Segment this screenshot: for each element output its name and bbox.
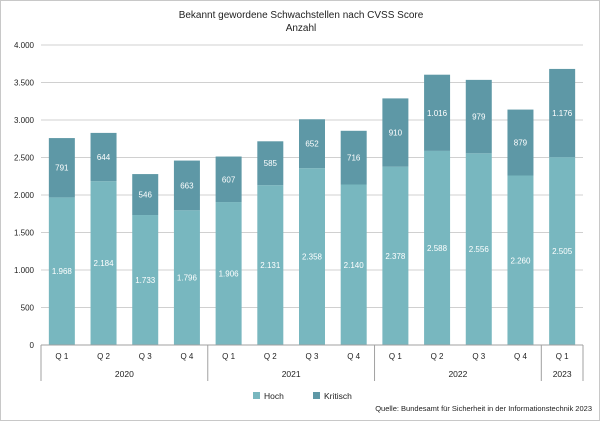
group-label: 2021: [282, 369, 301, 379]
data-label-kritisch: 585: [264, 159, 278, 168]
data-label-kritisch: 791: [55, 164, 69, 173]
group-label: 2022: [448, 369, 467, 379]
data-label-kritisch: 546: [139, 191, 153, 200]
y-tick-label: 2.500: [14, 154, 35, 163]
y-tick-label: 1.000: [14, 266, 35, 275]
bar-kritisch: [549, 68, 576, 158]
x-tick-label: Q 3: [472, 352, 485, 361]
data-label-kritisch: 1.176: [552, 109, 573, 118]
data-label-hoch: 2.556: [469, 245, 490, 254]
data-label-hoch: 2.358: [302, 253, 323, 262]
data-label-hoch: 2.140: [344, 261, 365, 270]
data-label-hoch: 2.378: [385, 252, 406, 261]
x-tick-label: Q 2: [431, 352, 444, 361]
legend-label: Hoch: [264, 391, 284, 401]
data-label-kritisch: 1.016: [427, 109, 448, 118]
bar-kritisch: [340, 130, 367, 185]
x-tick-label: Q 3: [306, 352, 319, 361]
data-label-hoch: 2.588: [427, 244, 448, 253]
data-label-hoch: 1.906: [219, 270, 240, 279]
data-label-kritisch: 607: [222, 175, 236, 184]
bar-kritisch: [173, 160, 200, 211]
bar-kritisch: [424, 74, 451, 151]
x-tick-label: Q 1: [222, 352, 235, 361]
legend: Hoch Kritisch: [253, 391, 352, 401]
bar-kritisch: [257, 141, 284, 186]
bar-hoch: [215, 202, 242, 345]
bar-hoch: [382, 166, 409, 345]
bars: 1.968 791 2.184 644 1.733 546 1.796 663 1.906 607…: [48, 68, 576, 345]
bar-hoch: [90, 181, 117, 345]
data-label-hoch: 2.260: [510, 256, 531, 265]
group-label: 2020: [115, 369, 134, 379]
x-tick-label: Q 4: [180, 352, 193, 361]
legend-swatch: [313, 392, 320, 399]
bar-kritisch: [48, 138, 75, 198]
bar-hoch: [340, 184, 367, 345]
data-label-hoch: 1.796: [177, 274, 198, 283]
axes: 0 500 1.000 1.500 2.000 2.500 3.000 3.500 4.000 Q…: [14, 41, 584, 381]
data-label-kritisch: 910: [389, 129, 403, 138]
legend-swatch: [253, 392, 260, 399]
bar-kritisch: [299, 119, 325, 169]
x-tick-label: Q 4: [514, 352, 527, 361]
data-label-kritisch: 879: [514, 139, 528, 148]
data-label-hoch: 1.733: [135, 276, 156, 285]
data-label-hoch: 2.184: [94, 259, 115, 268]
data-label-kritisch: 663: [180, 181, 194, 190]
bar-hoch: [424, 150, 451, 345]
bar-hoch: [299, 168, 325, 345]
bar-kritisch: [90, 132, 117, 182]
y-tick-label: 1.500: [14, 229, 35, 238]
data-label-hoch: 1.968: [52, 267, 73, 276]
bar-kritisch: [382, 98, 409, 167]
data-label-hoch: 2.131: [260, 261, 281, 270]
data-label-kritisch: 716: [347, 154, 361, 163]
bar-hoch: [132, 215, 159, 345]
x-tick-label: Q 2: [264, 352, 277, 361]
x-tick-label: Q 4: [347, 352, 360, 361]
bar-hoch: [48, 197, 75, 345]
y-tick-label: 3.500: [14, 79, 35, 88]
data-label-kritisch: 644: [97, 153, 111, 162]
y-tick-label: 500: [21, 304, 35, 313]
chart-subtitle: Anzahl: [286, 23, 317, 34]
x-tick-label: Q 1: [55, 352, 68, 361]
bar-kritisch: [507, 109, 534, 176]
bar-hoch: [257, 185, 284, 345]
bar-kritisch: [132, 174, 159, 216]
x-tick-label: Q 3: [139, 352, 152, 361]
bar-hoch: [507, 175, 534, 345]
data-label-kritisch: 979: [472, 113, 486, 122]
source-note: Quelle: Bundesamt für Sicherheit in der …: [375, 404, 592, 413]
y-tick-label: 3.000: [14, 116, 35, 125]
legend-label: Kritisch: [324, 391, 352, 401]
x-tick-label: Q 1: [389, 352, 402, 361]
y-tick-label: 4.000: [14, 41, 35, 50]
x-tick-label: Q 2: [97, 352, 110, 361]
chart-title: Bekannt gewordene Schwachstellen nach CV…: [179, 10, 424, 21]
y-tick-label: 0: [30, 341, 35, 350]
bar-hoch: [465, 153, 492, 345]
data-label-hoch: 2.505: [552, 247, 573, 256]
y-tick-label: 2.000: [14, 191, 35, 200]
bar-kritisch: [465, 79, 492, 154]
bar-hoch: [173, 210, 200, 345]
x-tick-label: Q 1: [556, 352, 569, 361]
group-label: 2023: [553, 369, 572, 379]
bar-hoch: [549, 157, 576, 345]
data-label-kritisch: 652: [305, 140, 319, 149]
bar-kritisch: [215, 156, 242, 203]
